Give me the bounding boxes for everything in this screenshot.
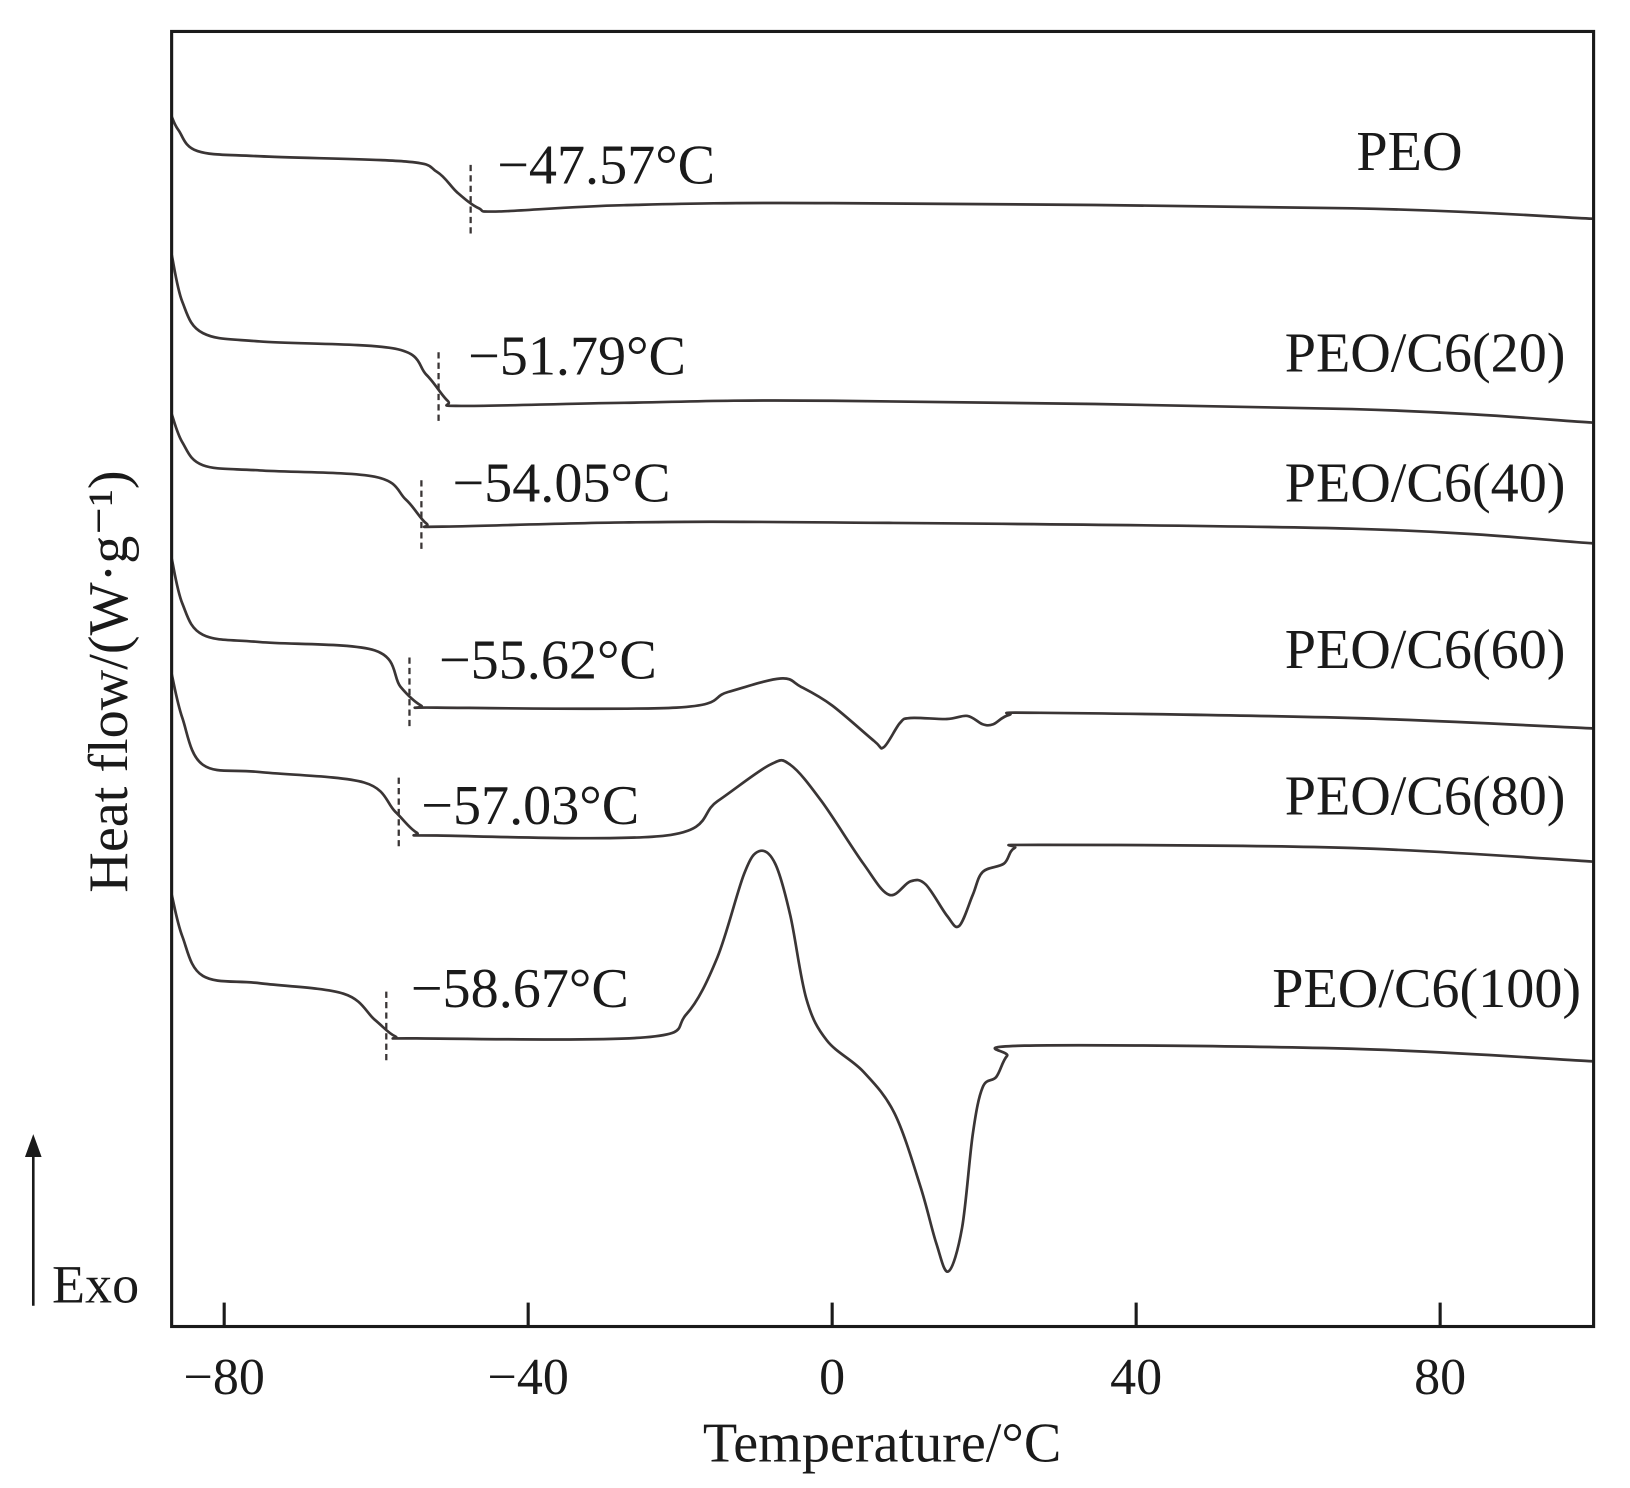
x-tick-label: 80 <box>1414 1349 1466 1406</box>
tg-label: −51.79°C <box>468 326 686 388</box>
series-line <box>170 673 1593 929</box>
series-label: PEO/C6(60) <box>1285 619 1566 681</box>
tg-label: −57.03°C <box>421 775 639 837</box>
series-line <box>170 558 1593 750</box>
x-tick-label: 40 <box>1110 1349 1162 1406</box>
x-tick-label: 0 <box>819 1349 845 1406</box>
tg-label: −54.05°C <box>452 453 670 515</box>
exo-label: Exo <box>52 1255 139 1315</box>
series-line <box>170 116 1593 221</box>
curves-layer <box>170 116 1593 1273</box>
series-label: PEO/C6(20) <box>1285 323 1566 385</box>
tg-label: −55.62°C <box>439 629 657 691</box>
series-label: PEO/C6(40) <box>1285 453 1566 515</box>
exo-arrow-icon <box>24 1134 42 1306</box>
tg-label: −58.67°C <box>411 958 629 1020</box>
series-label: PEO <box>1356 121 1462 183</box>
series-line <box>170 254 1593 424</box>
x-tick-label: −80 <box>184 1349 265 1406</box>
tg-label: −47.57°C <box>497 134 715 196</box>
series-line <box>170 849 1593 1273</box>
x-axis: −80 −40 0 40 80 <box>184 1302 1466 1406</box>
labels-layer: PEO −47.57°C PEO/C6(20) −51.79°C PEO/C6(40) −… <box>411 121 1581 1020</box>
series-label: PEO/C6(100) <box>1272 958 1581 1020</box>
x-axis-label: Temperature/°C <box>703 1413 1061 1475</box>
plot-frame <box>170 29 1596 1329</box>
series-label: PEO/C6(80) <box>1285 766 1566 828</box>
x-tick-label: −40 <box>488 1349 569 1406</box>
y-axis-label: Heat flow/(W·g⁻¹) <box>78 470 140 892</box>
series-line <box>170 413 1593 545</box>
